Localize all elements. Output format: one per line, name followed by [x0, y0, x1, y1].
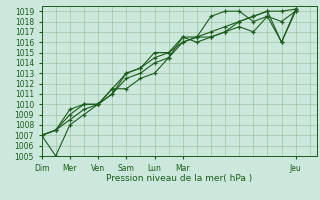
- X-axis label: Pression niveau de la mer( hPa ): Pression niveau de la mer( hPa ): [106, 174, 252, 183]
